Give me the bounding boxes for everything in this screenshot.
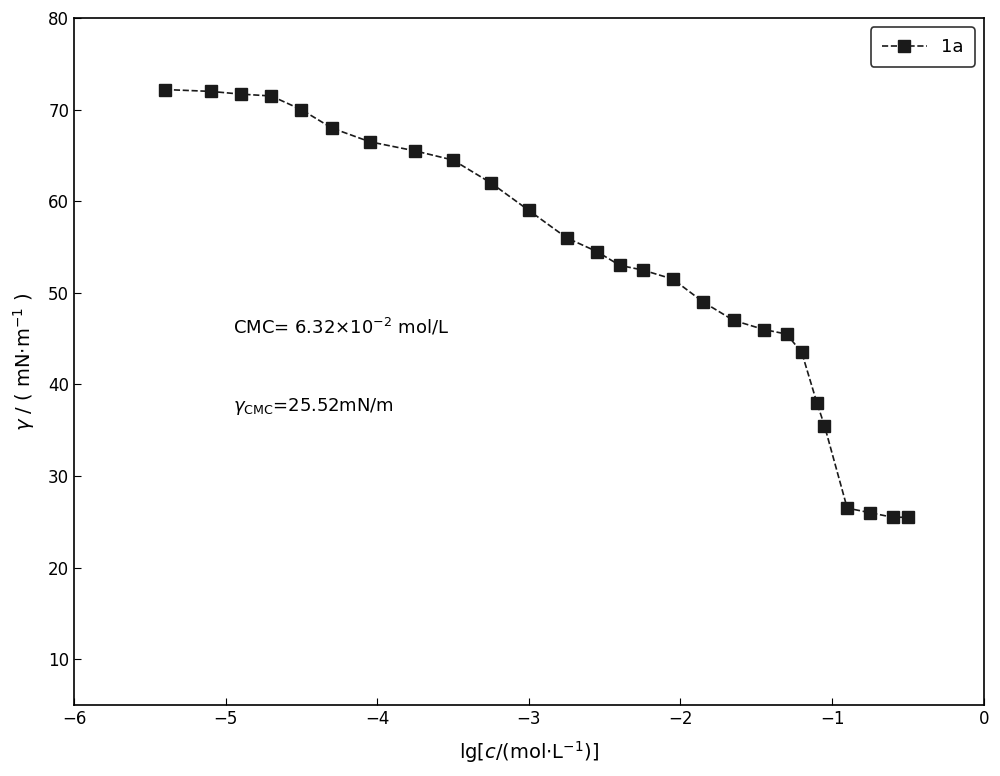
1a [205,87,217,96]
Line: 1a: 1a [160,84,913,523]
1a [781,330,793,339]
Text: CMC= 6.32$\times$10$^{-2}$ mol/L: CMC= 6.32$\times$10$^{-2}$ mol/L [233,317,449,338]
1a [697,297,709,307]
1a [811,398,823,407]
1a [265,92,277,101]
1a [637,265,649,275]
1a [796,348,808,357]
1a [841,504,853,513]
1a [591,247,603,256]
1a [159,85,171,94]
1a [561,234,573,243]
Y-axis label: $\gamma$ / ( mN$\cdot$m$^{-1}$ ): $\gamma$ / ( mN$\cdot$m$^{-1}$ ) [11,293,37,431]
1a [295,105,307,114]
1a [758,325,770,334]
1a [902,513,914,522]
1a [667,275,679,284]
Legend: 1a: 1a [871,27,975,67]
Text: $\gamma_{\mathrm{CMC}}$=25.52mN/m: $\gamma_{\mathrm{CMC}}$=25.52mN/m [233,396,394,417]
1a [447,155,459,165]
1a [235,89,247,99]
1a [614,261,626,270]
1a [887,513,899,522]
1a [364,137,376,147]
1a [864,508,876,518]
1a [728,316,740,325]
1a [523,206,535,215]
X-axis label: lg[$c$/(mol$\cdot$L$^{-1}$)]: lg[$c$/(mol$\cdot$L$^{-1}$)] [459,739,599,765]
1a [818,421,830,431]
1a [409,146,421,155]
1a [326,123,338,133]
1a [485,178,497,188]
